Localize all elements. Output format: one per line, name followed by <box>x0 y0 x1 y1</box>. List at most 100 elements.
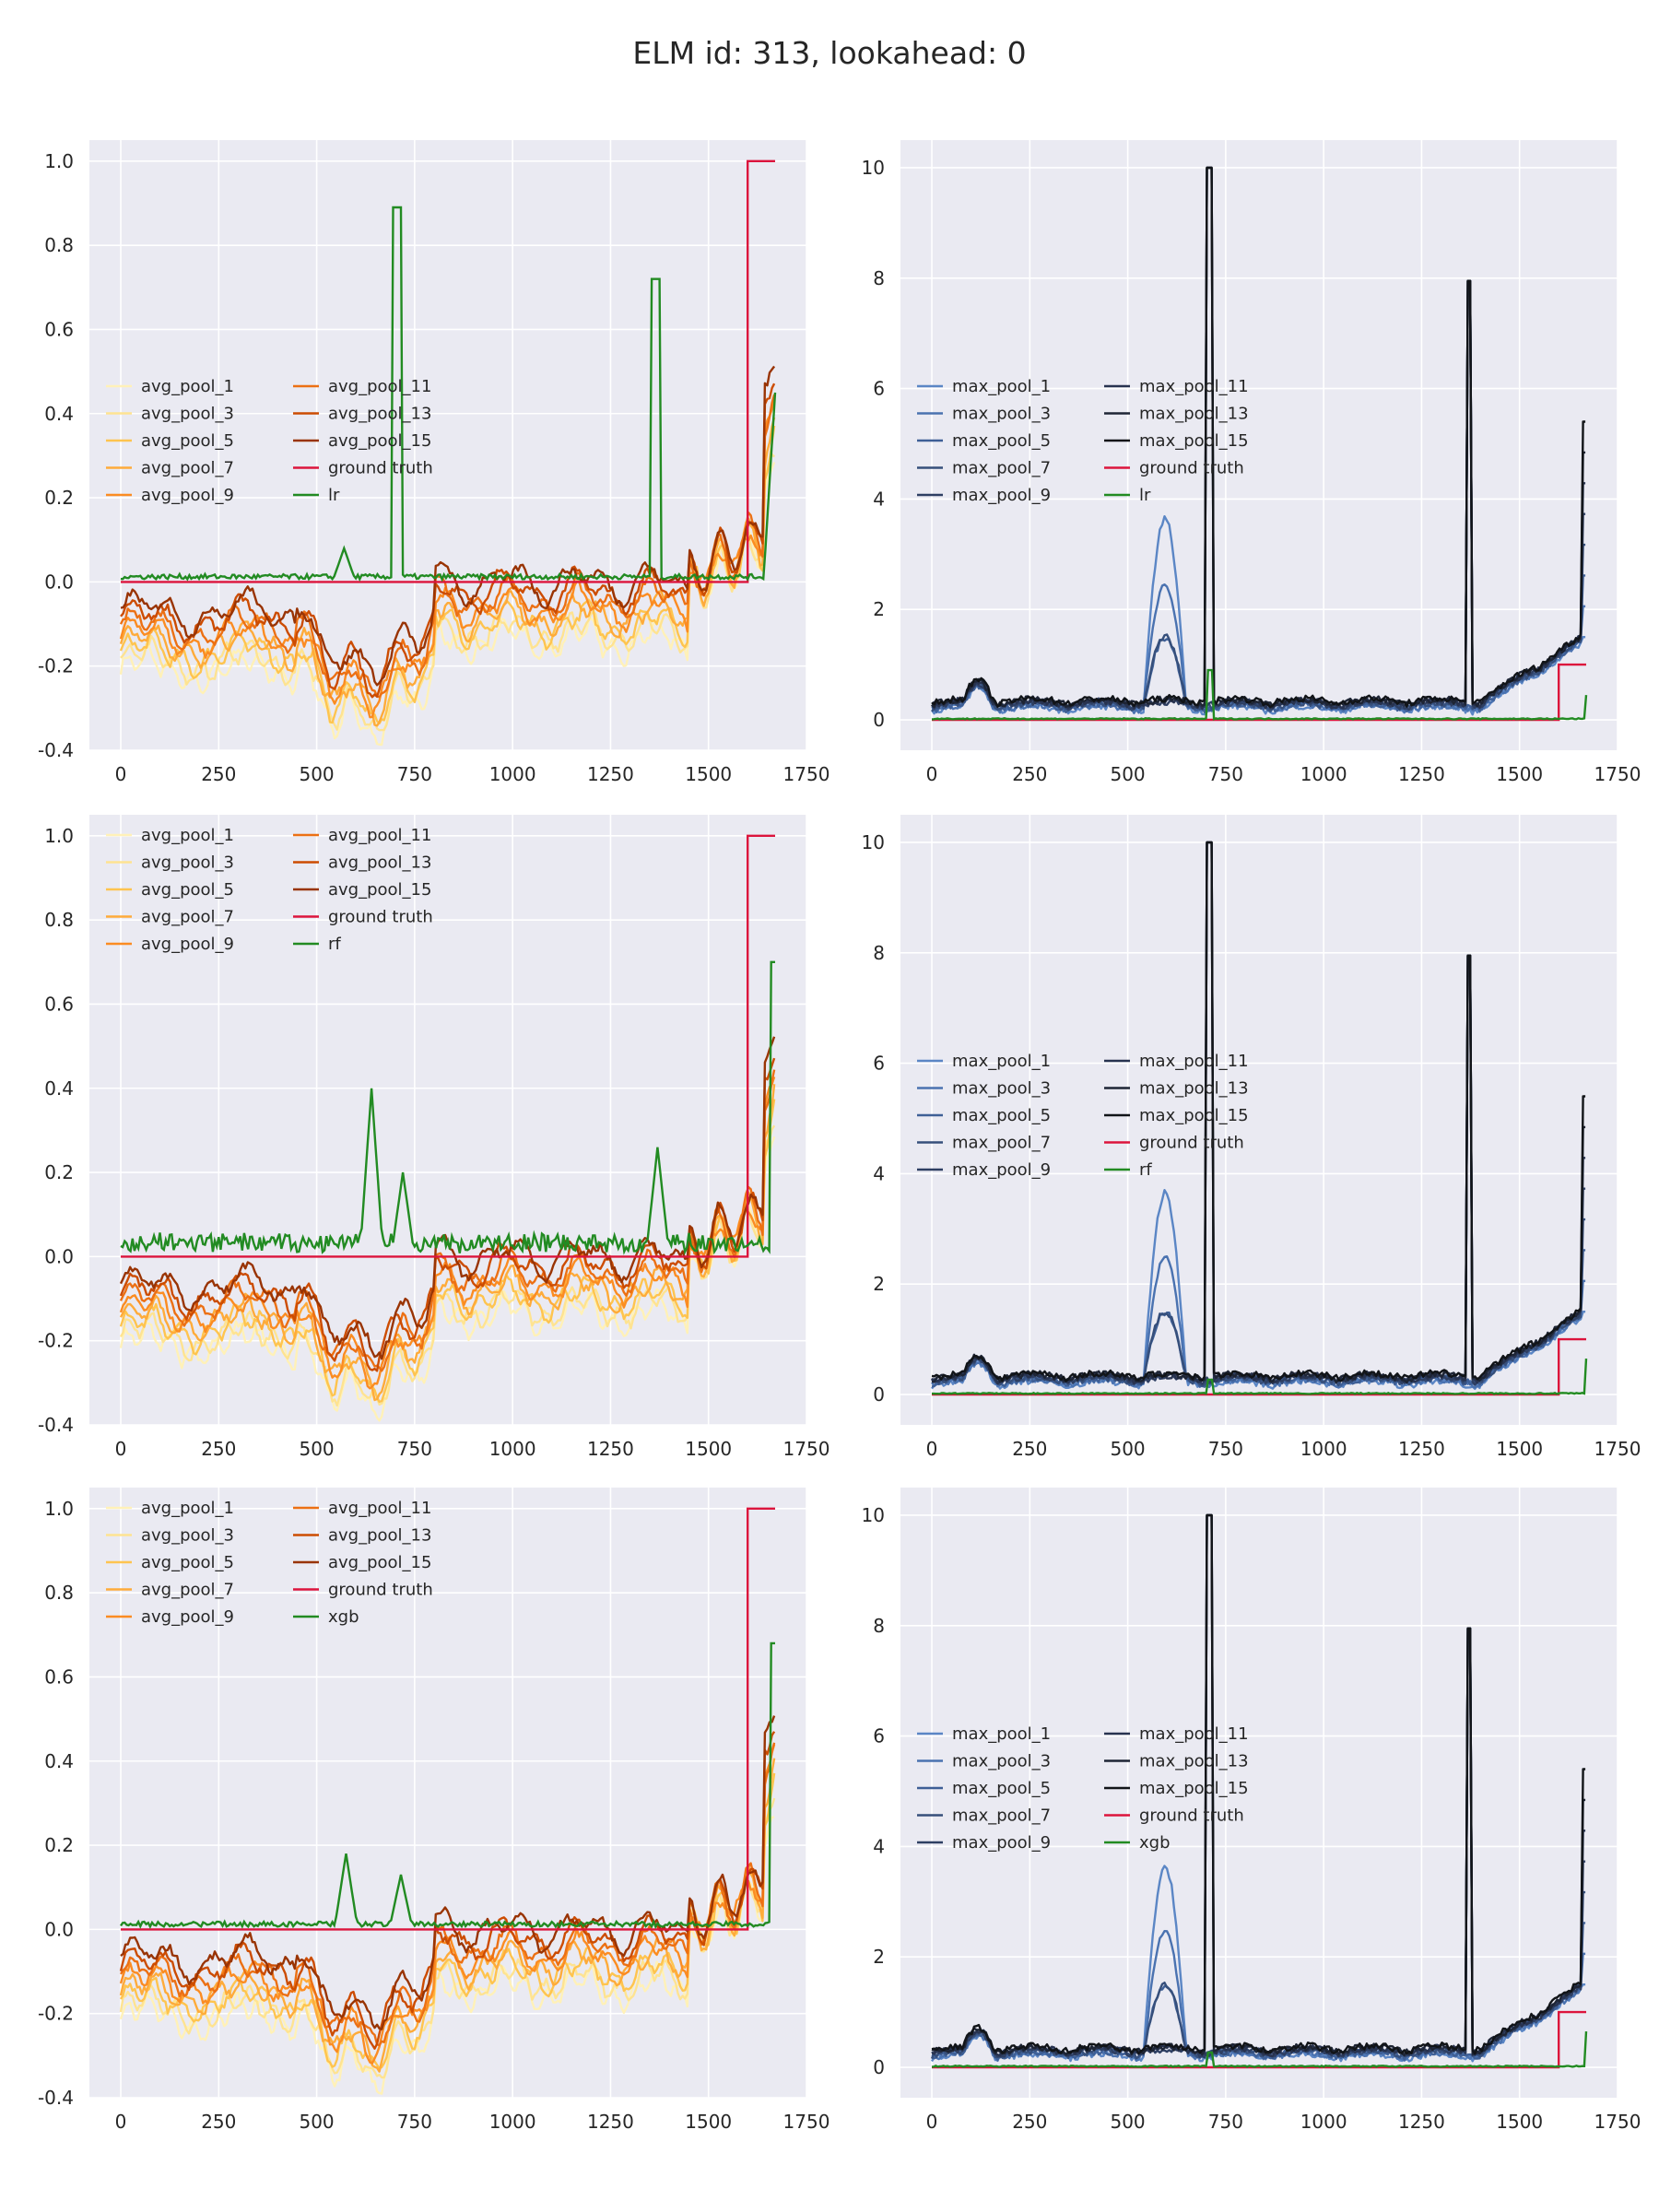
series-avg_pool_5 <box>119 1099 776 1404</box>
x-tick-label: 1500 <box>1496 763 1543 785</box>
legend-label: avg_pool_5 <box>141 880 234 900</box>
legend-label: max_pool_5 <box>952 1106 1051 1125</box>
y-tick-label: 0.8 <box>44 234 74 256</box>
x-tick-label: 1000 <box>1300 763 1347 785</box>
x-tick-label: 1750 <box>1594 763 1641 785</box>
x-tick-label: 750 <box>1208 2111 1243 2133</box>
x-tick-label: 1750 <box>783 763 830 785</box>
y-tick-label: -0.2 <box>38 2003 74 2025</box>
y-tick-label: 10 <box>862 157 885 179</box>
legend-label: avg_pool_13 <box>328 1526 431 1546</box>
series-xgb <box>931 2031 1588 2068</box>
y-tick-label: 0.2 <box>44 487 74 509</box>
x-tick-label: 750 <box>397 2111 432 2133</box>
y-tick-label: -0.2 <box>38 1330 74 1352</box>
legend-label: rf <box>1139 1160 1152 1180</box>
y-tick-label: 0 <box>873 2056 885 2078</box>
x-tick-label: 250 <box>201 1438 236 1460</box>
y-tick-label: 10 <box>862 831 885 853</box>
y-tick-label: 4 <box>873 1835 885 1857</box>
y-tick-label: 4 <box>873 488 885 510</box>
series-ground-truth <box>932 2010 1586 2069</box>
x-tick-label: 500 <box>1110 763 1145 785</box>
y-tick-label: 6 <box>873 1725 885 1747</box>
series-avg_pool_7 <box>119 417 776 727</box>
y-tick-label: 1.0 <box>44 825 74 847</box>
legend-label: max_pool_9 <box>952 486 1051 505</box>
y-tick-label: 1.0 <box>44 1498 74 1520</box>
series-xgb <box>120 1641 775 1930</box>
y-tick-label: 10 <box>862 1504 885 1526</box>
y-tick-label: 0.4 <box>44 1077 74 1100</box>
chart-panel-row3-left: 0 250 500 750 1000 1250 1500 1750 -0.4 -0.2 0.0 0.2… <box>38 1488 830 2133</box>
legend-label: ground truth <box>328 1581 433 1600</box>
legend-label: max_pool_13 <box>1139 405 1249 424</box>
legend-label: max_pool_1 <box>952 1724 1051 1744</box>
series-ground-truth <box>121 1507 775 1931</box>
series-avg_pool_1 <box>119 1135 776 1422</box>
legend-label: max_pool_15 <box>1139 1779 1249 1798</box>
series-rf <box>932 1359 1588 1395</box>
chart-panel-row2-right: 0 250 500 750 1000 1250 1500 1750 0 2 4 6 8 10 max_poo… <box>862 815 1641 1460</box>
series-max_pool_5 <box>931 1922 1586 2061</box>
legend-label: avg_pool_1 <box>141 826 234 845</box>
x-tick-label: 0 <box>115 2111 127 2133</box>
x-tick-label: 1250 <box>587 763 634 785</box>
x-tick-label: 1000 <box>1300 2111 1347 2133</box>
series-max_pool_15 <box>931 166 1586 709</box>
x-tick-label: 0 <box>926 2111 938 2133</box>
series-lr <box>120 206 777 582</box>
legend-label: max_pool_7 <box>952 1806 1051 1826</box>
x-tick-label: 750 <box>397 763 432 785</box>
x-tick-label: 250 <box>1012 1438 1047 1460</box>
y-tick-label: 8 <box>873 942 885 964</box>
legend-label: max_pool_3 <box>952 1752 1051 1771</box>
legend-label: max_pool_13 <box>1139 1752 1249 1771</box>
legend-label: avg_pool_5 <box>141 431 234 451</box>
plot-area <box>900 815 1618 1425</box>
legend-label: avg_pool_3 <box>141 1526 234 1546</box>
x-tick-label: 250 <box>201 2111 236 2133</box>
x-tick-label: 1000 <box>1300 1438 1347 1460</box>
series-avg_pool_11 <box>119 394 776 699</box>
legend-label: max_pool_11 <box>1139 1052 1249 1071</box>
legend-label: ground truth <box>328 459 433 478</box>
x-tick-label: 1000 <box>489 1438 536 1460</box>
y-tick-label: 0.6 <box>44 1665 74 1688</box>
y-tick-label: 6 <box>873 378 885 400</box>
x-tick-label: 750 <box>1208 763 1243 785</box>
legend-label: avg_pool_7 <box>141 1581 234 1600</box>
plot-area <box>89 815 806 1425</box>
legend-label: max_pool_15 <box>1139 431 1249 451</box>
plot-area <box>900 140 1618 750</box>
chart-panel-row1-left: 0 250 500 750 1000 1250 1500 1750 -0.4 -0.2 0.0 0.2… <box>38 140 830 785</box>
x-tick-label: 1250 <box>587 1438 634 1460</box>
series-max_pool_11 <box>931 841 1586 1385</box>
legend-label: xgb <box>1139 1833 1171 1853</box>
y-tick-label: -0.2 <box>38 655 74 677</box>
legend-label: xgb <box>328 1607 359 1627</box>
x-tick-label: 250 <box>201 763 236 785</box>
x-tick-label: 1500 <box>685 2111 732 2133</box>
figure-title: ELM id: 313, lookahead: 0 <box>632 35 1027 71</box>
x-tick-label: 1500 <box>1496 1438 1543 1460</box>
x-tick-label: 0 <box>115 1438 127 1460</box>
legend-label: avg_pool_1 <box>141 377 234 396</box>
x-tick-label: 1500 <box>1496 2111 1543 2133</box>
legend-label: lr <box>328 486 340 505</box>
x-tick-label: 500 <box>1110 1438 1145 1460</box>
x-tick-label: 500 <box>299 2111 334 2133</box>
legend-label: ground truth <box>328 908 433 927</box>
legend-label: ground truth <box>1139 1134 1244 1153</box>
y-tick-label: -0.4 <box>38 1414 74 1436</box>
y-tick-label: 2 <box>873 1273 885 1295</box>
legend-label: max_pool_7 <box>952 1134 1051 1153</box>
x-tick-label: 1250 <box>1398 2111 1445 2133</box>
legend-label: avg_pool_1 <box>141 1499 234 1518</box>
legend-label: max_pool_7 <box>952 459 1051 478</box>
y-tick-label: -0.4 <box>38 739 74 761</box>
series-lr <box>931 668 1588 721</box>
legend-label: avg_pool_9 <box>141 935 234 954</box>
y-tick-label: 8 <box>873 1615 885 1637</box>
